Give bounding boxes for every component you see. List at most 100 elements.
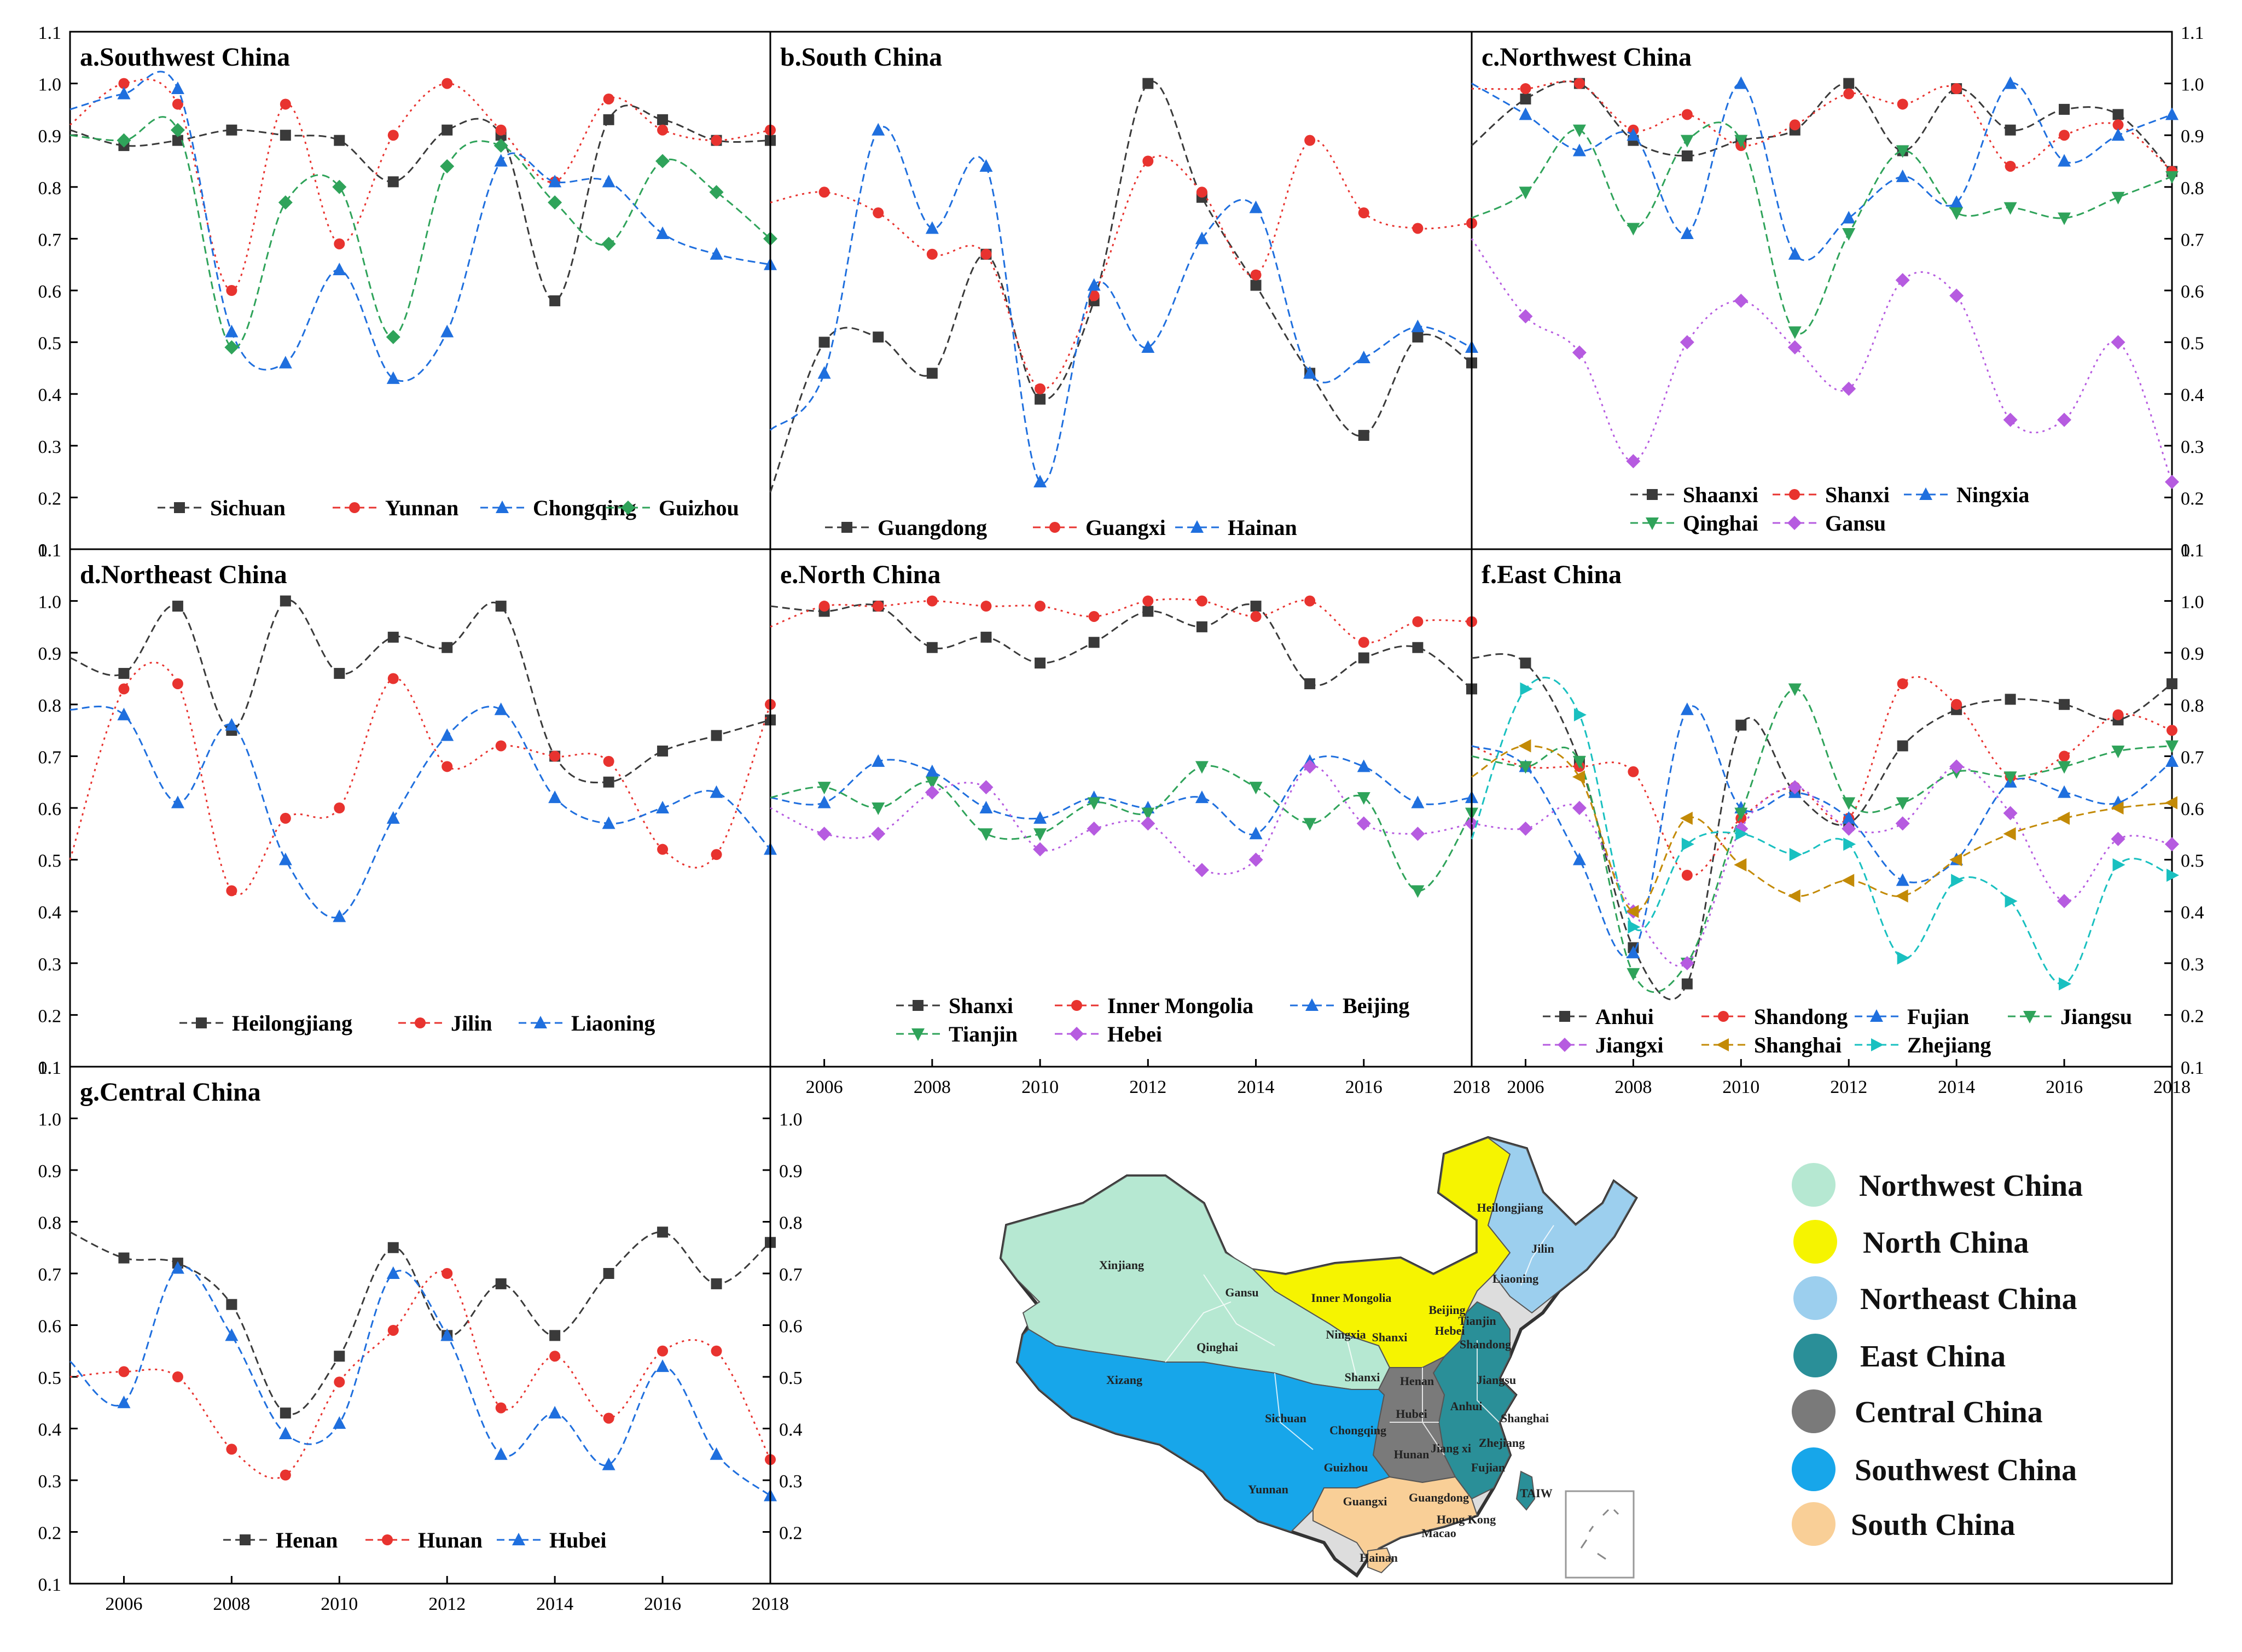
legend-label: Qinghai [1683,511,1758,536]
map-label: Ningxia [1326,1328,1366,1341]
data-point [1572,770,1585,784]
data-point [925,221,939,234]
x-tick-label: 2006 [806,1077,843,1097]
data-point [657,844,669,855]
data-point [655,154,670,168]
data-point [711,849,722,860]
y-tick-label: 0.8 [2181,696,2204,716]
data-point [172,135,183,146]
map-label: Gansu [1225,1285,1258,1299]
data-point [603,776,614,788]
data-point [2165,171,2179,184]
y-tick-label: 0.2 [2181,488,2204,509]
x-tick-label: 2014 [1938,1077,1975,1097]
data-point [657,1226,669,1238]
data-point [1304,678,1316,689]
legend-label: Hainan [1228,515,1297,540]
y-tick-label: 0.7 [2181,747,2204,767]
data-point [226,124,237,136]
data-point [1843,837,1856,851]
data-point [172,601,183,612]
data-point [2058,785,2071,798]
data-point [1356,816,1371,831]
y-tick-label: 1.0 [38,75,62,95]
panel-title: g.Central China [80,1078,261,1107]
x-tick-label: 2016 [1345,1077,1383,1097]
data-point [442,761,453,772]
data-point [226,285,237,296]
y-tick-label: 0.5 [38,334,62,354]
legend-entry: Zhejiang [1855,1033,1991,1057]
panel-g: 0.1 0.2 0.2 0.3 0.3 0.4 0.4 0.5 0.5 0.6 0.6 0.7 0.7 0… [38,1058,803,1614]
y-tick-label: 0.5 [779,1368,803,1388]
data-point [2165,475,2179,490]
data-point [2058,761,2071,774]
data-point [278,356,292,369]
data-point [1087,278,1101,291]
data-point [2165,740,2179,753]
data-point [873,207,884,219]
y-tick-label: 0.1 [38,1058,62,1078]
data-point [2111,191,2125,205]
data-point [334,135,345,146]
legend-marker [911,1028,925,1041]
data-point [2112,119,2124,131]
data-point [1358,637,1369,648]
map-label: Beijing [1428,1303,1465,1317]
y-tick-label: 0.4 [779,1420,803,1440]
y-tick-label: 0.1 [2181,1058,2204,1078]
data-point [2059,103,2070,115]
y-tick-label: 0.8 [2181,178,2204,199]
data-point [1195,790,1209,804]
data-point [710,247,723,260]
data-point [548,790,562,804]
series-hunan [69,1268,776,1481]
data-point [2058,212,2071,225]
legend-entry: Shanghai [1701,1033,1842,1057]
data-point [873,601,884,612]
region-label: South China [1851,1508,2015,1542]
data-point [1573,78,1585,89]
x-tick-label: 2006 [105,1594,142,1614]
panel-title: a.Southwest China [80,43,290,72]
data-point [1088,610,1100,622]
legend-marker [240,1534,251,1545]
map-label: TAIW [1520,1486,1553,1500]
data-point [548,174,562,188]
data-point [387,1242,399,1253]
y-tick-label: 0.5 [38,851,62,871]
data-point [926,595,938,607]
series-line [1471,705,2173,958]
legend-label: Gansu [1825,511,1886,536]
data-point [117,133,131,148]
region-legend-entry: South China [1792,1502,2015,1546]
data-point [2111,128,2125,141]
legend-marker [913,1000,923,1011]
data-point [2165,837,2179,852]
series-line [69,104,771,302]
series-line [69,78,771,292]
y-tick-label: 0.9 [38,1161,62,1182]
data-point [872,123,885,136]
data-point [1196,595,1207,607]
map-label: Xizang [1106,1373,1142,1387]
map-label: Henan [1400,1374,1434,1388]
data-point [603,114,614,125]
data-point [1789,848,1802,862]
data-point [117,1395,131,1409]
legend-label: Anhui [1595,1004,1654,1029]
legend-label: Guizhou [659,496,739,520]
legend-entry: Sichuan [158,496,286,520]
legend-label: Zhejiang [1907,1033,1991,1057]
series-shanghai [1471,739,2177,918]
map-label: Jiangsu [1477,1373,1516,1387]
y-tick-label: 0.2 [38,1523,62,1544]
data-point [495,1278,507,1289]
data-point [1680,702,1694,716]
map-label: Chongqing [1329,1423,1386,1437]
region-swatch [1793,1334,1837,1377]
data-point [549,295,561,306]
data-point [1573,708,1587,722]
data-point [170,123,185,137]
data-point [657,124,669,136]
